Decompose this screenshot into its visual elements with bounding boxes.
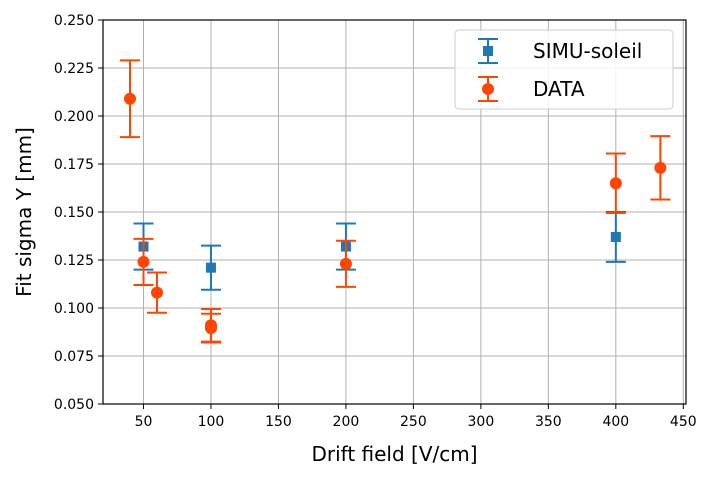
marker-data — [150, 286, 163, 299]
x-tick-label: 50 — [135, 414, 153, 430]
y-tick-label: 0.050 — [54, 397, 94, 413]
marker-data — [204, 322, 217, 335]
data-point-simu-soleil — [605, 211, 626, 263]
x-axis-label: Drift field [V/cm] — [311, 442, 477, 466]
data-point-simu-soleil — [200, 244, 221, 291]
y-tick-label: 0.175 — [54, 157, 94, 173]
legend-marker-data — [482, 83, 494, 95]
data-point-data — [650, 135, 671, 201]
data-layer — [119, 59, 671, 344]
x-tick-label: 200 — [333, 414, 360, 430]
marker-data — [654, 161, 667, 174]
x-tick-label: 150 — [265, 414, 292, 430]
data-point-data — [146, 271, 167, 314]
data-point-data — [200, 312, 221, 344]
legend: SIMU-soleil DATA — [454, 29, 674, 110]
plot-frame — [102, 19, 687, 405]
series-data — [119, 59, 671, 344]
marker-data — [339, 257, 352, 270]
legend-item-data: DATA — [478, 76, 585, 102]
marker-data — [123, 92, 136, 105]
y-tick-label: 0.100 — [54, 301, 94, 317]
legend-item-simu-soleil: SIMU-soleil — [478, 38, 642, 64]
y-tick-label: 0.200 — [54, 109, 94, 125]
data-point-data — [335, 239, 356, 288]
data-point-data — [133, 237, 154, 286]
x-tick-label: 400 — [602, 414, 629, 430]
y-tick-label: 0.250 — [54, 13, 94, 29]
marker-data — [609, 177, 622, 190]
marker-simu-soleil — [205, 262, 216, 273]
x-tick-label: 250 — [400, 414, 427, 430]
series-simu-soleil — [133, 211, 626, 291]
x-tick-label: 450 — [670, 414, 697, 430]
y-tick-label: 0.125 — [54, 253, 94, 269]
marker-data — [137, 255, 150, 268]
data-point-data — [605, 152, 626, 214]
y-tick-label: 0.225 — [54, 61, 94, 77]
data-point-data — [119, 59, 140, 139]
legend-label-simu-soleil: SIMU-soleil — [533, 39, 642, 63]
marker-simu-soleil — [610, 231, 621, 242]
legend-label-data: DATA — [533, 77, 585, 101]
x-tick-label: 350 — [535, 414, 562, 430]
tick-layer: 50 100 150 200 250 300 350 400 450 0.050 0.075 0.10… — [54, 13, 697, 430]
legend-box — [454, 29, 674, 110]
y-tick-label: 0.150 — [54, 205, 94, 221]
y-axis-label: Fit sigma Y [mm] — [12, 127, 36, 297]
y-tick-label: 0.075 — [54, 349, 94, 365]
x-tick-label: 300 — [468, 414, 495, 430]
legend-marker-simu-soleil — [483, 46, 493, 56]
x-tick-label: 100 — [198, 414, 225, 430]
